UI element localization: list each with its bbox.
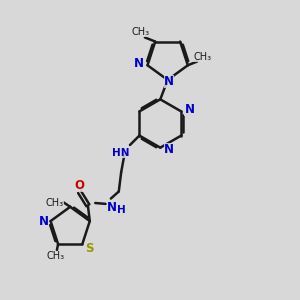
Text: H: H xyxy=(117,206,126,215)
Text: CH₃: CH₃ xyxy=(194,52,211,62)
Text: N: N xyxy=(164,75,174,88)
Text: N: N xyxy=(184,103,194,116)
Text: CH₃: CH₃ xyxy=(46,198,64,208)
Text: CH₃: CH₃ xyxy=(131,27,149,37)
Text: N: N xyxy=(39,214,49,228)
Text: O: O xyxy=(75,179,85,192)
Text: N: N xyxy=(164,142,174,156)
Text: N: N xyxy=(107,201,117,214)
Text: HN: HN xyxy=(112,148,130,158)
Text: N: N xyxy=(134,57,144,70)
Text: S: S xyxy=(85,242,94,255)
Text: CH₃: CH₃ xyxy=(47,251,65,262)
